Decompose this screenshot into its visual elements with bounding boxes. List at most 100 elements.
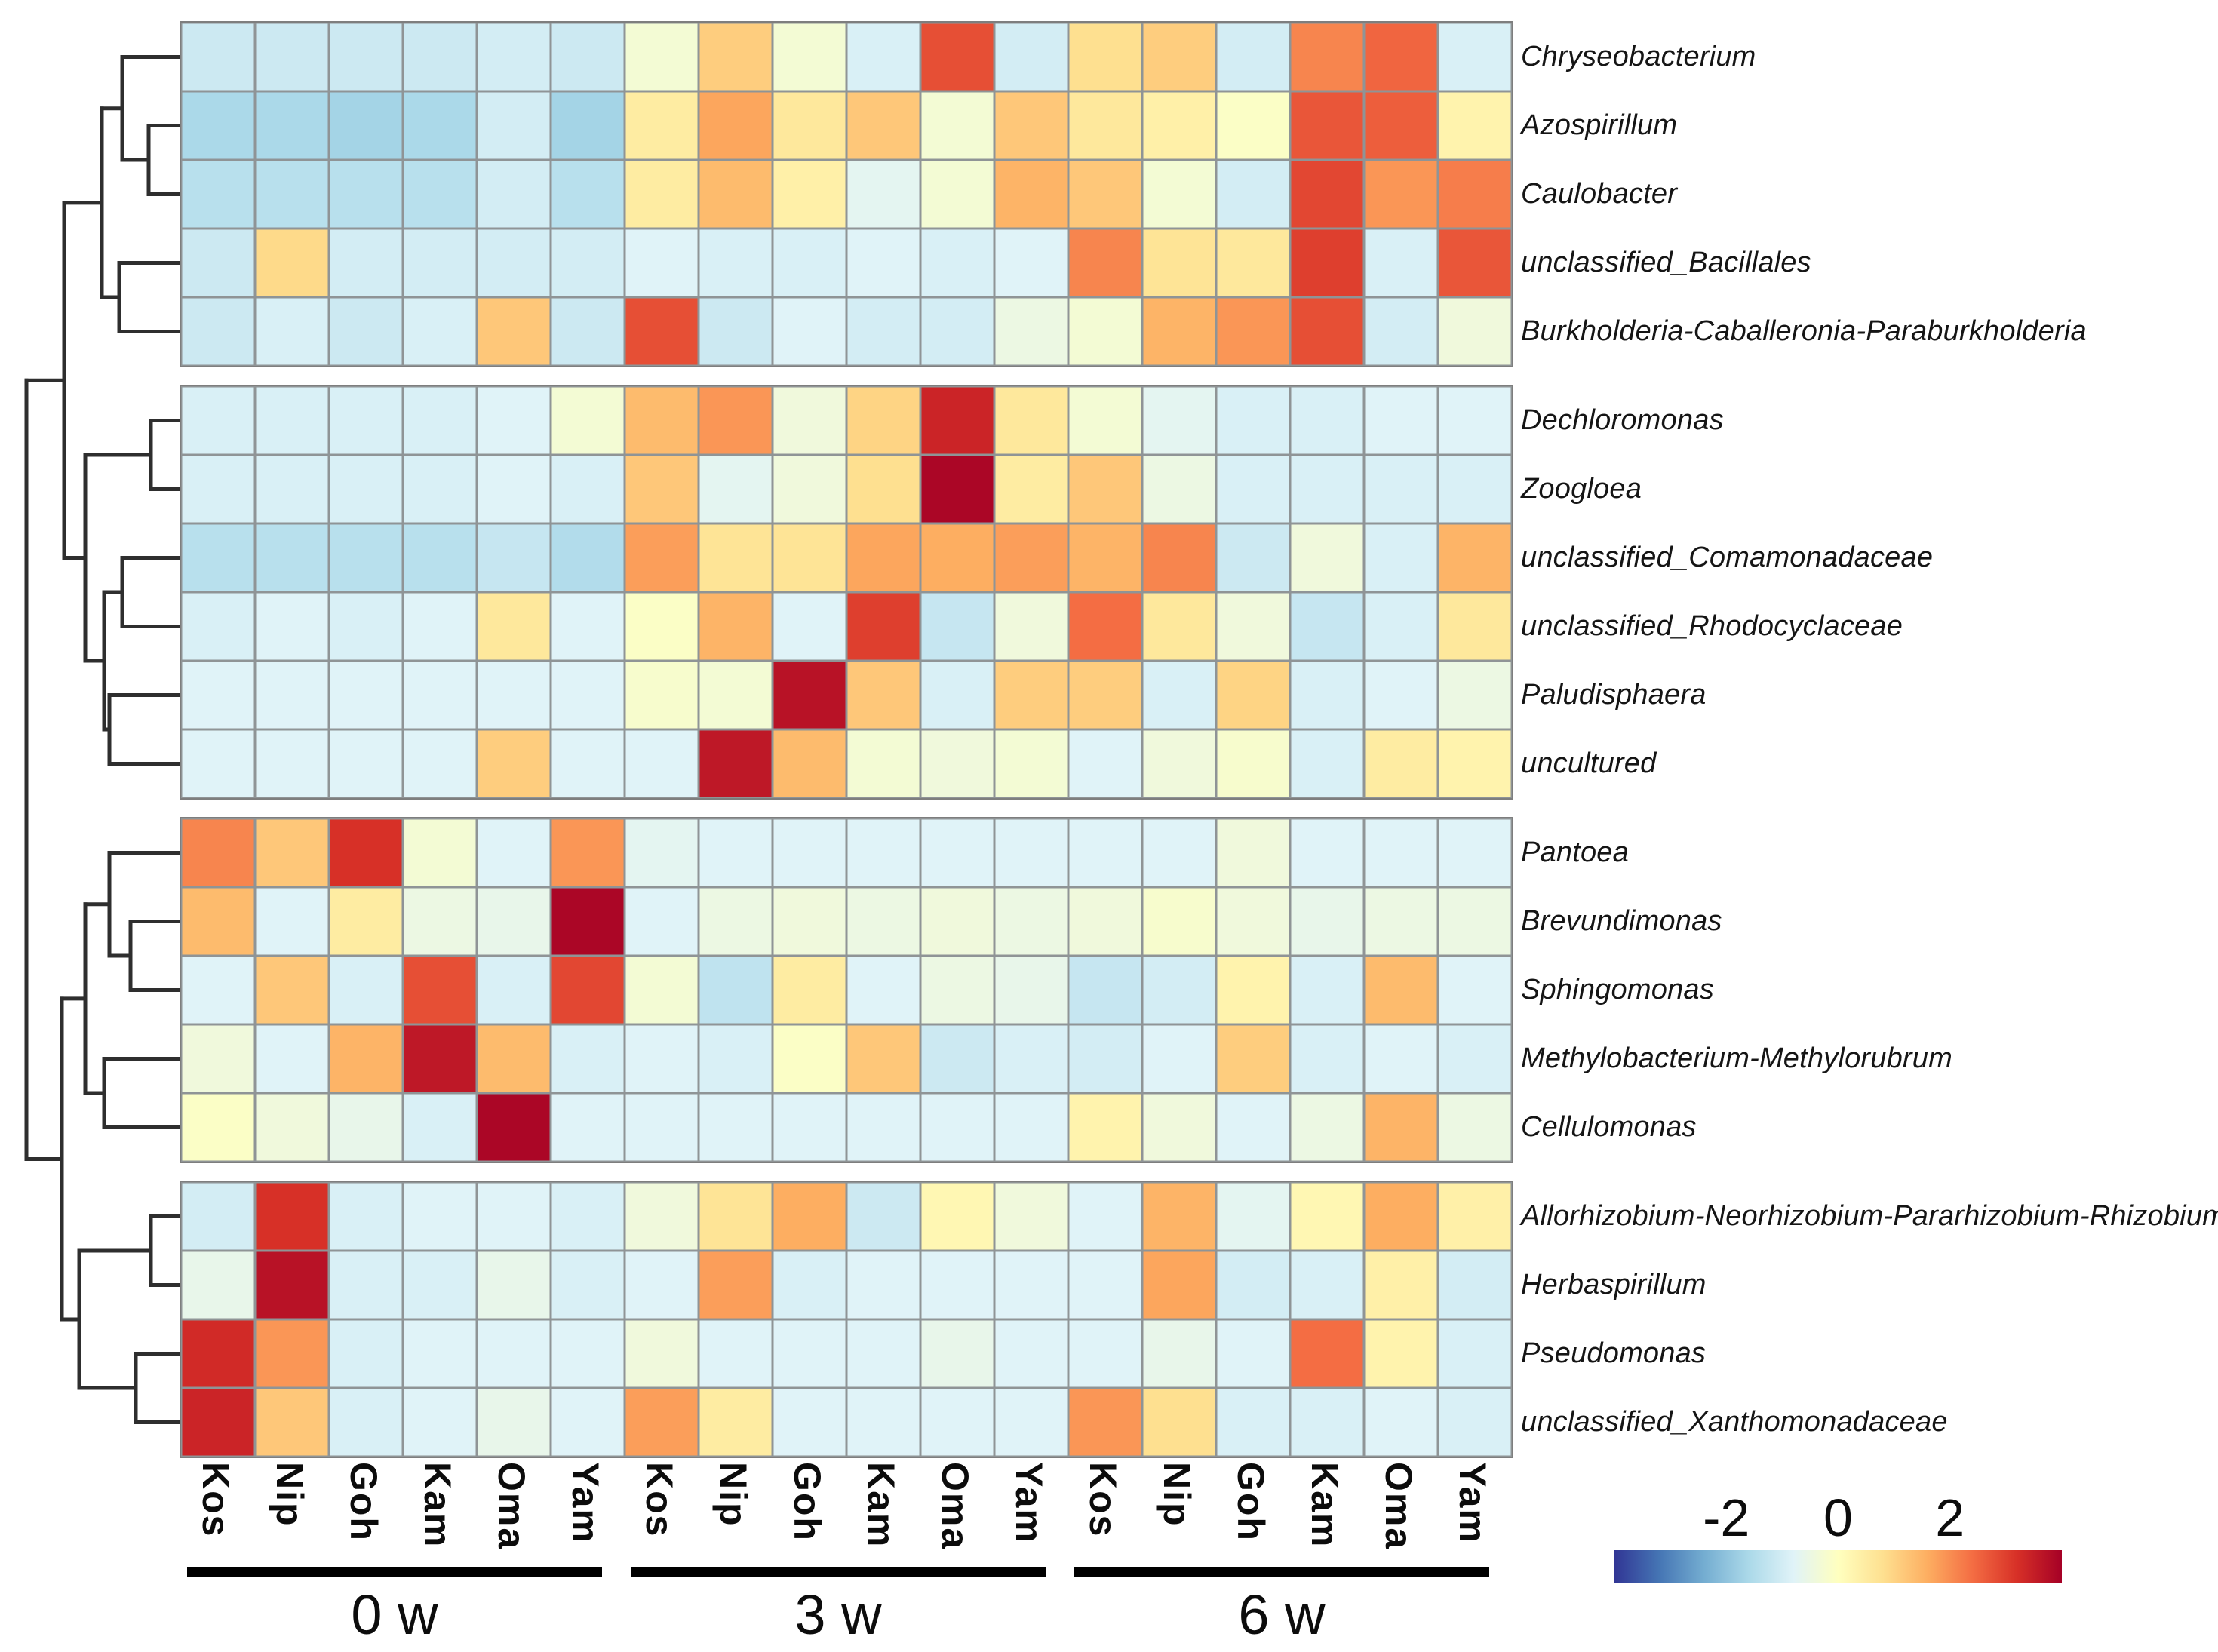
heatmap-cell [551, 1251, 625, 1319]
heatmap-cell [1142, 1251, 1216, 1319]
heatmap-cell [551, 23, 625, 91]
heatmap-cell [846, 229, 920, 297]
heatmap-cell [699, 1388, 773, 1457]
heatmap-cell [403, 297, 477, 366]
heatmap-cell [1290, 386, 1364, 455]
row-label: Zoogloea [1521, 473, 1642, 505]
heatmap-cell [625, 1388, 699, 1457]
heatmap-cell [477, 661, 551, 729]
column-label: Kam [416, 1462, 459, 1549]
time-group-bar [187, 1567, 602, 1577]
heatmap-cell [1364, 592, 1438, 661]
heatmap-block-0 [180, 21, 1513, 367]
heatmap-cell [1290, 524, 1364, 592]
heatmap-cell [329, 592, 403, 661]
heatmap-cell [994, 1182, 1068, 1251]
heatmap-cell [1364, 1024, 1438, 1093]
heatmap-cell [551, 160, 625, 229]
row-label: Herbaspirillum [1521, 1269, 1707, 1300]
heatmap-cell [920, 91, 994, 160]
heatmap-cell [1438, 661, 1512, 729]
heatmap-cell [994, 524, 1068, 592]
heatmap-cell [994, 1093, 1068, 1162]
heatmap-cell [1068, 1182, 1142, 1251]
heatmap-cell [329, 1251, 403, 1319]
heatmap-cell [846, 1319, 920, 1388]
heatmap-cell [181, 229, 255, 297]
heatmap-cell [551, 524, 625, 592]
heatmap-cell [1438, 592, 1512, 661]
heatmap-block-1 [180, 385, 1513, 800]
heatmap-cell [1438, 818, 1512, 887]
heatmap-cell [181, 1024, 255, 1093]
heatmap-cell [1290, 661, 1364, 729]
heatmap-cell [477, 23, 551, 91]
heatmap-cell [994, 956, 1068, 1024]
heatmap-cell [477, 297, 551, 366]
heatmap-cell [920, 455, 994, 524]
heatmap-cell [1216, 818, 1290, 887]
heatmap-cell [699, 592, 773, 661]
heatmap-cell [1142, 160, 1216, 229]
heatmap-cell [551, 297, 625, 366]
heatmap-cell [699, 297, 773, 366]
heatmap-cell [994, 1251, 1068, 1319]
heatmap-cell [846, 386, 920, 455]
heatmap-cell [1216, 455, 1290, 524]
heatmap-cell [181, 887, 255, 956]
heatmap-cell [1216, 1024, 1290, 1093]
heatmap-cell [773, 1024, 846, 1093]
legend-tick-label: -2 [1703, 1488, 1750, 1547]
heatmap-cell [1290, 23, 1364, 91]
heatmap-cell [699, 1182, 773, 1251]
heatmap-cell [625, 297, 699, 366]
heatmap-cell [1290, 818, 1364, 887]
heatmap-cell [699, 956, 773, 1024]
heatmap-cell [403, 229, 477, 297]
heatmap-cell [699, 455, 773, 524]
heatmap-cell [551, 229, 625, 297]
heatmap-cell [773, 818, 846, 887]
row-label: Azospirillum [1521, 109, 1678, 141]
row-label: Paludisphaera [1521, 679, 1707, 711]
heatmap-cell [403, 386, 477, 455]
heatmap-cell [1142, 1093, 1216, 1162]
heatmap-cell [403, 524, 477, 592]
heatmap-cell [1142, 91, 1216, 160]
heatmap-cell [920, 887, 994, 956]
heatmap-cell [255, 1024, 329, 1093]
heatmap-cell [1216, 661, 1290, 729]
heatmap-cell [1142, 1388, 1216, 1457]
heatmap-cell [477, 818, 551, 887]
heatmap-cell [1438, 91, 1512, 160]
heatmap-cell [1068, 1024, 1142, 1093]
heatmap-cell [1438, 1182, 1512, 1251]
heatmap-cell [1068, 524, 1142, 592]
heatmap-cell [477, 160, 551, 229]
heatmap-cell [699, 524, 773, 592]
heatmap-cell [773, 1251, 846, 1319]
heatmap-cell [1438, 956, 1512, 1024]
heatmap-cell [551, 1182, 625, 1251]
heatmap-cell [699, 818, 773, 887]
heatmap-cell [1142, 729, 1216, 798]
heatmap-cell [1364, 524, 1438, 592]
row-label: Sphingomonas [1521, 974, 1714, 1006]
heatmap-cell [1364, 729, 1438, 798]
heatmap-cell [1290, 1251, 1364, 1319]
heatmap-cell [1216, 1251, 1290, 1319]
heatmap-cell [403, 160, 477, 229]
heatmap-cell [920, 1024, 994, 1093]
heatmap-cell [1216, 229, 1290, 297]
heatmap-cell [551, 1093, 625, 1162]
time-group-bar [1074, 1567, 1489, 1577]
heatmap-cell [1364, 229, 1438, 297]
heatmap-cell [403, 455, 477, 524]
heatmap-cell [403, 1251, 477, 1319]
heatmap-cell [699, 1093, 773, 1162]
heatmap-cell [403, 1024, 477, 1093]
heatmap-cell [846, 297, 920, 366]
heatmap-cell [773, 23, 846, 91]
heatmap-cell [255, 229, 329, 297]
row-label: Chryseobacterium [1521, 41, 1756, 72]
